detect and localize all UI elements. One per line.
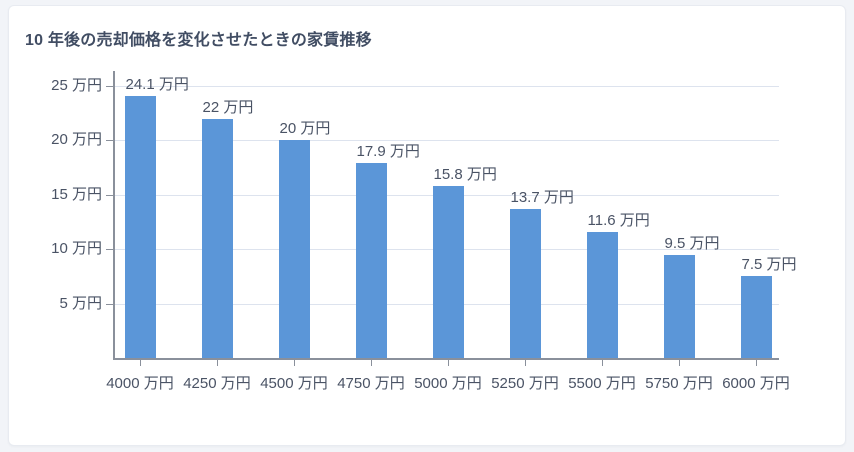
x-axis-tick — [140, 360, 141, 366]
bar — [740, 276, 772, 358]
bar-value-label: 11.6 万円 — [587, 211, 650, 229]
x-axis-tick — [217, 360, 218, 366]
y-axis-tick-label: 10 万円 — [51, 240, 102, 258]
bar-value-label: 9.5 万円 — [664, 234, 720, 252]
bar-value-label: 15.8 万円 — [433, 166, 497, 184]
bar — [663, 254, 695, 358]
bar-value-label: 20 万円 — [279, 120, 331, 138]
y-axis-tick — [106, 194, 114, 196]
y-axis-tick — [106, 303, 114, 305]
x-axis-tick-label: 6000 万円 — [722, 375, 790, 392]
y-axis-tick — [106, 249, 114, 251]
bar — [201, 118, 233, 358]
x-axis-tick-label: 4000 万円 — [106, 375, 174, 392]
x-axis-tick-label: 5500 万円 — [568, 375, 636, 392]
y-axis-tick-label: 15 万円 — [51, 185, 102, 203]
x-axis-tick-label: 4750 万円 — [337, 375, 405, 392]
chart-title: 10 年後の売却価格を変化させたときの家賃推移 — [25, 32, 372, 49]
gridline — [114, 86, 779, 87]
bar-value-label: 22 万円 — [202, 98, 254, 116]
x-axis-tick — [448, 360, 449, 366]
bar-value-label: 24.1 万円 — [125, 75, 189, 93]
y-axis-tick-label: 5 万円 — [59, 294, 102, 312]
bar-value-label: 7.5 万円 — [741, 256, 797, 274]
bar — [355, 163, 387, 358]
y-axis-tick-label: 20 万円 — [51, 131, 102, 149]
x-axis-tick — [525, 360, 526, 366]
x-axis-tick-label: 5000 万円 — [414, 375, 482, 392]
x-axis-tick-label: 5250 万円 — [491, 375, 559, 392]
x-axis-tick — [294, 360, 295, 366]
bar-value-label: 13.7 万円 — [510, 188, 574, 206]
chart-card: 10 年後の売却価格を変化させたときの家賃推移 5 万円 10 万円 15 万円 20… — [8, 5, 846, 446]
plot-area: 5 万円 10 万円 15 万円 20 万円 25 万円 24.1 万円 4000 万円 22… — [9, 6, 845, 445]
x-axis-tick — [602, 360, 603, 366]
bar — [432, 186, 464, 358]
bar-value-label: 17.9 万円 — [356, 143, 420, 161]
y-axis-tick — [106, 140, 114, 142]
x-axis-tick — [371, 360, 372, 366]
y-axis-tick — [106, 86, 114, 87]
bar — [586, 231, 618, 358]
x-axis-tick — [756, 360, 757, 366]
x-axis-tick-label: 5750 万円 — [645, 375, 713, 392]
y-axis-tick-label: 25 万円 — [51, 77, 102, 94]
x-axis-line — [113, 358, 779, 360]
x-axis-tick-label: 4250 万円 — [183, 375, 251, 392]
bar — [278, 140, 310, 358]
bar — [124, 95, 156, 358]
y-axis-line — [113, 71, 115, 360]
x-axis-tick-label: 4500 万円 — [260, 375, 328, 392]
gridline — [114, 140, 779, 142]
x-axis-tick — [679, 360, 680, 366]
bar — [509, 208, 541, 358]
